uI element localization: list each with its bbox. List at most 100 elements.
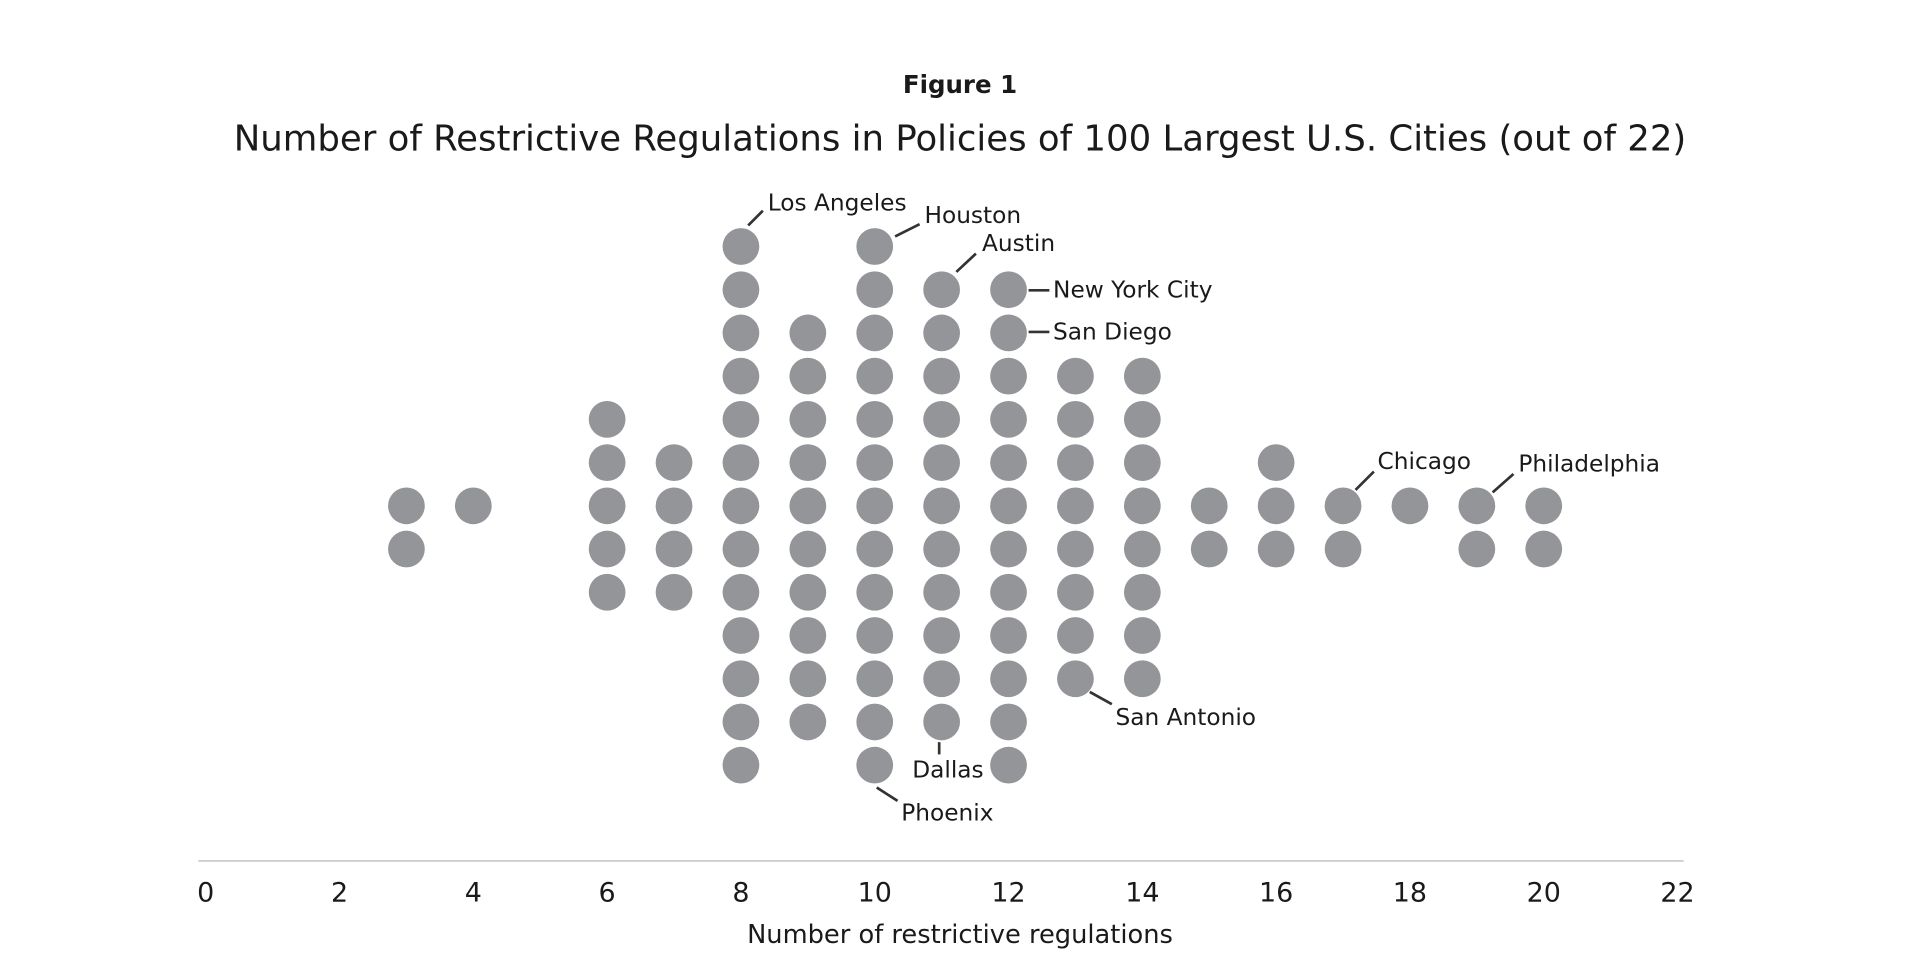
city-dot: [789, 401, 827, 438]
city-dot: [1057, 660, 1094, 698]
x-tick-label: 10: [858, 877, 892, 908]
city-dot: [1123, 573, 1161, 611]
x-tick-label: 2: [331, 877, 348, 908]
city-dot: [1123, 444, 1161, 481]
city-dot: [722, 617, 760, 654]
city-dot: [923, 703, 960, 741]
city-dot: [722, 444, 760, 481]
city-dot: [856, 271, 894, 309]
city-dot: [789, 357, 827, 395]
san-diego-label: San Diego: [1053, 318, 1172, 345]
city-dot: [789, 444, 827, 481]
dallas-label: Dallas: [912, 757, 983, 784]
city-dot: [722, 746, 760, 784]
city-dot: [856, 314, 894, 352]
city-dot: [990, 314, 1027, 352]
city-dot: [990, 357, 1027, 395]
city-dot: [923, 660, 960, 698]
los-angeles-label: Los Angeles: [768, 190, 907, 217]
city-dot: [1057, 401, 1094, 438]
city-dot: [990, 530, 1027, 568]
city-dot: [923, 444, 960, 481]
city-dot: [1123, 401, 1161, 438]
city-dot: [1525, 530, 1563, 568]
san-antonio-label: San Antonio: [1116, 704, 1257, 731]
x-tick-label: 0: [197, 877, 214, 908]
city-dot: [990, 617, 1027, 654]
city-dot: [1057, 444, 1094, 481]
city-dot: [722, 703, 760, 741]
city-dot: [454, 487, 492, 525]
x-tick-label: 18: [1393, 877, 1427, 908]
city-dot: [722, 314, 760, 352]
city-dot: [1057, 573, 1094, 611]
city-dot: [655, 487, 693, 525]
city-dot: [1123, 357, 1161, 395]
city-dot: [856, 660, 894, 698]
city-dot: [990, 271, 1027, 309]
city-dot: [588, 573, 626, 611]
city-dot: [990, 660, 1027, 698]
city-dot: [588, 401, 626, 438]
city-dot: [1458, 487, 1496, 525]
city-dot: [923, 573, 960, 611]
city-dot: [1257, 487, 1295, 525]
x-tick-label: 6: [599, 877, 616, 908]
city-dot: [923, 530, 960, 568]
x-tick-labels: 0 2 4 6 8 10 12 14 16 18 20 22: [197, 877, 1695, 908]
city-dot: [655, 530, 693, 568]
city-dot: [923, 487, 960, 525]
city-dot: [990, 444, 1027, 481]
austin-leader-line: [955, 252, 977, 273]
city-dot: [1525, 487, 1563, 525]
city-dot: [1057, 530, 1094, 568]
city-dot: [722, 401, 760, 438]
city-dot: [856, 357, 894, 395]
city-dot: [588, 444, 626, 481]
city-dot: [1057, 487, 1094, 525]
city-dot: [722, 271, 760, 309]
philadelphia-leader-line: [1491, 472, 1515, 494]
city-dot: [990, 703, 1027, 741]
phoenix-leader-line: [876, 786, 899, 803]
city-dot: [789, 314, 827, 352]
city-dot: [856, 530, 894, 568]
city-dot: [856, 487, 894, 525]
city-dot: [923, 617, 960, 654]
city-dot: [856, 617, 894, 654]
city-dot: [722, 660, 760, 698]
city-dot: [588, 530, 626, 568]
chicago-label: Chicago: [1378, 448, 1471, 475]
figure-label: Figure 1: [903, 70, 1017, 99]
city-dot: [722, 573, 760, 611]
city-dot: [722, 487, 760, 525]
city-dot: [655, 573, 693, 611]
city-dot: [388, 487, 425, 525]
city-dot: [923, 357, 960, 395]
city-dot: [1123, 660, 1161, 698]
city-dot: [789, 573, 827, 611]
city-dot: [1057, 617, 1094, 654]
city-dot: [1123, 487, 1161, 525]
city-dot: [1391, 487, 1429, 525]
austin-label: Austin: [982, 230, 1055, 257]
city-dot: [990, 487, 1027, 525]
los-angeles-leader-line: [747, 209, 764, 227]
city-dot: [789, 660, 827, 698]
city-dot: [789, 617, 827, 654]
x-tick-label: 4: [465, 877, 482, 908]
city-dot: [388, 530, 425, 568]
x-tick-label: 14: [1125, 877, 1159, 908]
city-dot: [923, 314, 960, 352]
x-tick-label: 12: [991, 877, 1025, 908]
city-dot: [789, 530, 827, 568]
city-dot: [856, 228, 894, 265]
philadelphia-label: Philadelphia: [1518, 451, 1660, 478]
city-dot: [1123, 530, 1161, 568]
x-axis-label: Number of restrictive regulations: [747, 920, 1173, 950]
new-york-city-label: New York City: [1053, 277, 1213, 304]
houston-leader-line: [894, 222, 921, 238]
city-dot: [1324, 487, 1362, 525]
